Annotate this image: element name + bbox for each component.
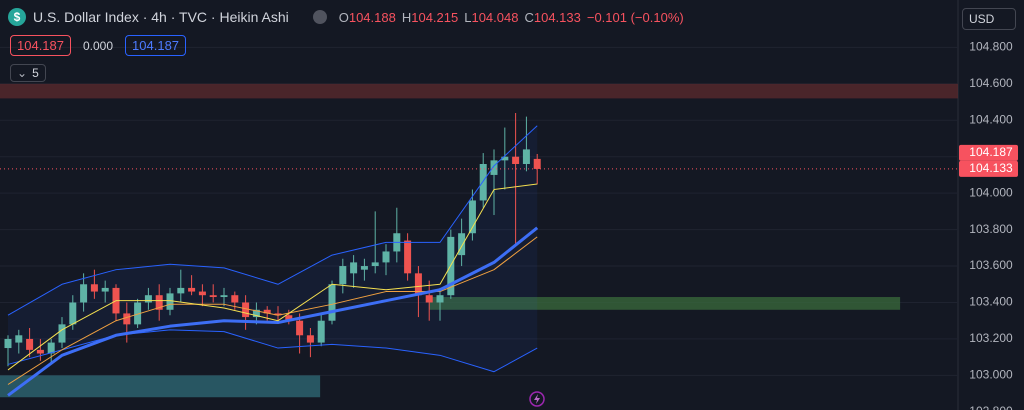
candle-body (306, 335, 314, 343)
candle-body (404, 240, 412, 274)
indicator-value: 0.000 (83, 38, 114, 53)
candle-body (468, 200, 476, 234)
ohlc-value: 104.215 (411, 9, 459, 25)
candle-body (123, 313, 131, 325)
candle-body (144, 295, 152, 303)
zone (0, 83, 958, 99)
candle-body (371, 262, 379, 267)
candle-body (101, 287, 109, 292)
candle-body (490, 160, 498, 175)
price-label: 104.187 (969, 145, 1013, 159)
candle-body (360, 266, 368, 270)
collapse-count: 5 (32, 66, 39, 80)
ohlc-label: L (464, 9, 472, 25)
currency: USD (969, 12, 995, 26)
y-tick-label: 102.800 (969, 404, 1013, 410)
indicator-value: 104.187 (125, 35, 187, 56)
candle-body (220, 295, 228, 298)
candle-body (36, 349, 44, 354)
price-label-box (959, 144, 1018, 161)
y-tick-label: 103.400 (969, 295, 1013, 309)
currency-button[interactable]: USD (962, 8, 1016, 30)
candle-body (328, 284, 336, 321)
candle-body (263, 309, 271, 314)
zone (429, 297, 901, 310)
candle-body (382, 251, 390, 263)
indicator-row: 104.187 0.000 104.187 (10, 35, 187, 56)
indicator-line (7, 329, 538, 373)
symbol-title[interactable]: U.S. Dollar Index · 4h · TVC · Heikin As… (33, 9, 289, 25)
candle-body (166, 293, 174, 310)
candle-body (155, 295, 163, 310)
candle-body (198, 291, 206, 296)
y-tick-label: 103.600 (969, 258, 1013, 272)
event-icon[interactable] (529, 391, 545, 407)
candle-body (339, 266, 347, 285)
candle-body (512, 156, 520, 164)
candle-body (177, 287, 185, 294)
ohlc-value: 104.133 (533, 9, 581, 25)
indicator-line (7, 125, 538, 316)
candle-body (274, 313, 282, 316)
y-tick-label: 104.000 (969, 185, 1013, 199)
y-tick-label: 103.800 (969, 222, 1013, 236)
ohlc-label: H (401, 9, 412, 25)
candle-body (26, 338, 34, 350)
indicator-value: 104.187 (10, 35, 71, 56)
y-tick-label: 104.400 (969, 112, 1013, 126)
candle-body (242, 302, 250, 318)
candle-body (69, 302, 77, 325)
zone (0, 375, 321, 398)
ohlc-value: 104.048 (471, 9, 519, 25)
candle-body (80, 284, 88, 303)
candle-body (188, 287, 196, 292)
candle-body (533, 158, 541, 169)
candle-body (425, 295, 433, 303)
price-label: 104.133 (969, 161, 1013, 175)
candle-body (414, 273, 422, 296)
change: −0.101 (−0.10%) (586, 9, 684, 25)
candle-body (4, 338, 12, 349)
candle-body (458, 233, 466, 256)
indicator-line (7, 236, 538, 385)
candle-body (285, 315, 293, 321)
y-tick-label: 104.800 (969, 40, 1013, 54)
candle-body (15, 335, 23, 343)
symbol-icon[interactable]: $ (8, 8, 26, 26)
collapse-button[interactable]: ⌄ 5 (10, 64, 46, 82)
candle-body (296, 320, 304, 336)
y-tick-label: 103.200 (969, 331, 1013, 345)
band-fill (7, 125, 538, 372)
event-icon-bolt (534, 394, 540, 404)
candle-body (479, 164, 487, 201)
candle-body (209, 295, 217, 298)
price-scale (958, 0, 1024, 410)
candle-body (134, 302, 142, 325)
candle-body (317, 320, 325, 343)
candle-body (350, 262, 358, 274)
candle-body (522, 149, 530, 164)
ohlc-label: C (524, 9, 534, 25)
hide-button[interactable] (312, 10, 327, 24)
price-label-box (959, 160, 1018, 177)
candle-body (231, 295, 239, 303)
ohlc-label: O (338, 9, 349, 25)
candle-body (436, 295, 444, 303)
ohlc-value: 104.188 (348, 9, 396, 25)
candle-body (47, 342, 55, 354)
candle-body (252, 309, 260, 318)
y-tick-label: 103.000 (969, 368, 1013, 382)
candle-body (90, 284, 98, 292)
symbol-header: $ U.S. Dollar Index · 4h · TVC · Heikin … (8, 8, 684, 26)
y-tick-label: 104.600 (969, 76, 1013, 90)
candle-body (58, 324, 66, 343)
indicator-line (7, 183, 538, 371)
indicator-line (7, 226, 539, 397)
candle-body (501, 156, 509, 161)
